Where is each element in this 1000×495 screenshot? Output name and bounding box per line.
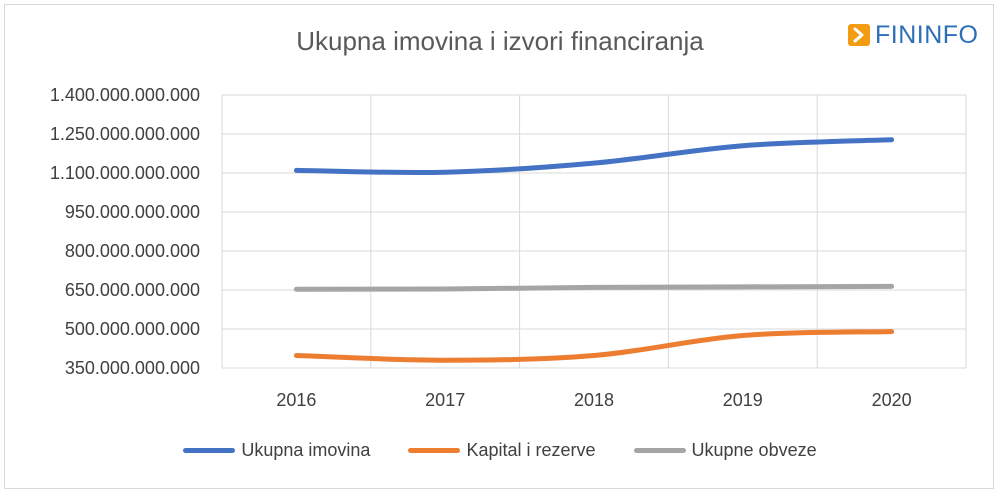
x-tick-label: 2016 [276,390,316,410]
x-tick-label: 2019 [723,390,763,410]
chart-frame [4,4,994,489]
legend-label: Kapital i rezerve [466,440,596,460]
chart-title: Ukupna imovina i izvori financiranja [296,26,704,56]
legend-swatch [633,448,686,453]
series-line-1 [293,329,895,363]
brand-name: FININFO [875,20,979,49]
y-tick-label: 800.000.000.000 [65,241,200,261]
legend-item: Ukupna imovina [183,440,370,461]
y-tick-label: 350.000.000.000 [65,358,200,378]
legend-item: Kapital i rezerve [408,440,596,461]
legend-swatch [408,448,461,453]
y-tick-label: 1.400.000.000.000 [50,85,200,105]
legend-swatch [183,448,236,453]
brand-logo: FININFO [848,20,979,50]
legend-label: Ukupne obveze [691,440,817,460]
play-arrow-icon [848,24,870,46]
chart-legend: Ukupna imovina Kapital i rezerve Ukupne ob… [0,440,1000,461]
legend-item: Ukupne obveze [633,440,817,461]
x-tick-label: 2018 [574,390,614,410]
series-line-0 [293,137,895,176]
y-tick-label: 650.000.000.000 [65,280,200,300]
series-line-2 [293,283,895,292]
y-tick-label: 1.250.000.000.000 [50,124,200,144]
legend-label: Ukupna imovina [241,440,371,460]
y-tick-label: 950.000.000.000 [65,202,200,222]
y-tick-label: 1.100.000.000.000 [50,163,200,183]
x-tick-label: 2020 [872,390,912,410]
x-tick-label: 2017 [425,390,465,410]
y-tick-label: 500.000.000.000 [65,319,200,339]
